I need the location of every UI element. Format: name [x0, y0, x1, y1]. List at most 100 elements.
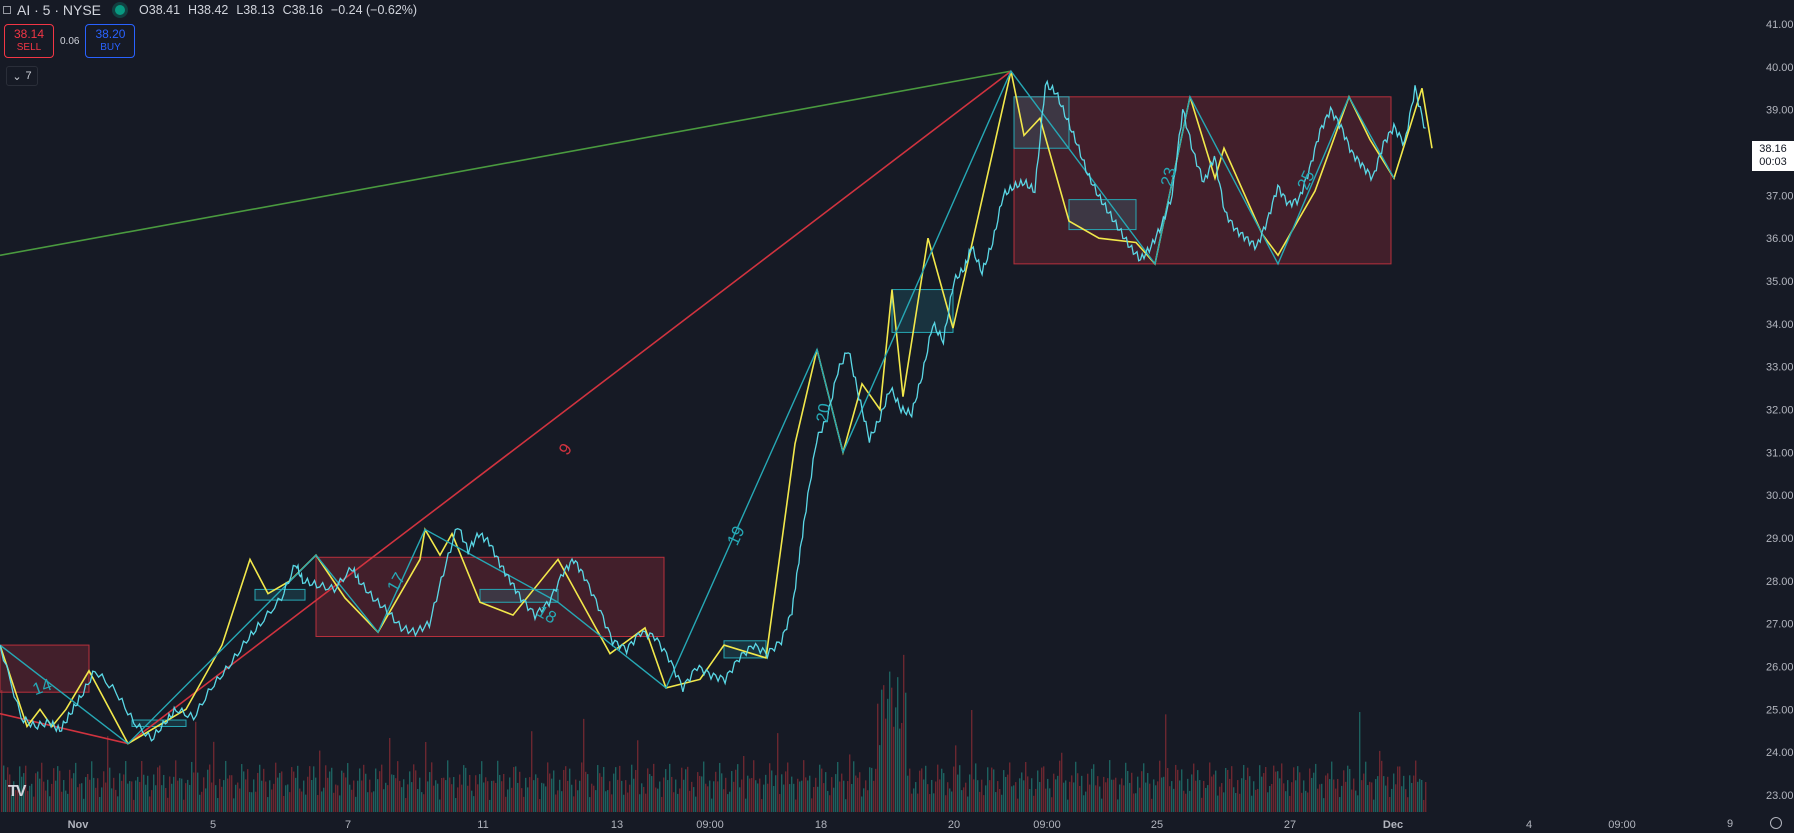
volume-bar [215, 785, 217, 812]
volume-bar [463, 765, 465, 812]
volume-bar [1083, 795, 1085, 812]
volume-bar [387, 785, 389, 812]
volume-bar [305, 794, 307, 812]
volume-bar [871, 767, 873, 812]
volume-bar [1251, 795, 1253, 812]
volume-bar [399, 780, 401, 812]
volume-bar [407, 784, 409, 812]
volume-bar [587, 774, 589, 812]
price-axis[interactable]: 41.0040.0039.0038.0037.0036.0035.0034.00… [1766, 19, 1794, 802]
volume-bar [1299, 772, 1301, 812]
volume-bar [1369, 781, 1371, 812]
volume-bar [447, 760, 449, 812]
volume-bar [515, 766, 517, 812]
buy-button[interactable]: 38.20 BUY [85, 24, 136, 58]
volume-bar [727, 794, 729, 812]
volume-bar [1125, 762, 1127, 812]
volume-bar [141, 761, 143, 812]
volume-bar [591, 783, 593, 812]
volume-bar [1087, 773, 1089, 812]
volume-bar [687, 766, 689, 812]
sell-price: 38.14 [13, 27, 45, 41]
volume-bar [735, 769, 737, 812]
volume-bar [831, 777, 833, 812]
x-tick-label: 11 [477, 819, 488, 831]
volume-bar [193, 772, 195, 812]
time-axis[interactable]: Nov 5 7 11 13 09:00 18 20 09:00 25 27 Dec 4 09:00 [0, 812, 1752, 833]
volume-bar [153, 774, 155, 812]
volume-bar [295, 777, 297, 812]
volume-bar [1051, 797, 1053, 812]
wave-label: 20 [813, 402, 835, 424]
volume-bar [167, 797, 169, 812]
volume-bar [847, 781, 849, 812]
y-tick-label: 31.00 [1766, 447, 1794, 459]
volume-bar [759, 778, 761, 812]
volume-bar [1381, 760, 1383, 812]
volume-bar [785, 771, 787, 812]
volume-bar [965, 782, 967, 812]
volume-bar [915, 782, 917, 812]
symbol-title[interactable]: AI · 5 · NYSE [17, 2, 102, 18]
sell-button[interactable]: 38.14 SELL [4, 24, 54, 58]
volume-bar [593, 785, 595, 812]
volume-bar [139, 781, 141, 812]
volume-bar [947, 782, 949, 812]
volume-bar [977, 780, 979, 812]
volume-bar [105, 782, 107, 812]
volume-bar [985, 785, 987, 812]
volume-bar [475, 775, 477, 812]
indicators-toggle-button[interactable]: ⌄ 7 [6, 66, 38, 86]
volume-bar [263, 768, 265, 812]
volume-bar [497, 760, 499, 812]
bar-countdown: 00:03 [1759, 156, 1787, 168]
volume-bar [89, 779, 91, 812]
volume-bar [81, 783, 83, 812]
y-tick-label: 28.00 [1766, 576, 1794, 588]
volume-bar [1107, 778, 1109, 812]
volume-bar [989, 780, 991, 812]
volume-bar [345, 777, 347, 812]
volume-bar [401, 787, 403, 812]
volume-bar [3, 765, 5, 812]
wave-label: 19 [723, 523, 748, 548]
y-tick-label: 29.00 [1766, 533, 1794, 545]
volume-bar [857, 777, 859, 812]
volume-bar [325, 765, 327, 812]
volume-bar [117, 796, 119, 812]
volume-bar [1231, 766, 1233, 812]
volume-bar [183, 799, 185, 812]
volume-bar [949, 788, 951, 812]
y-tick-label: 23.00 [1766, 790, 1794, 802]
volume-bar [411, 782, 413, 812]
volume-bar [403, 779, 405, 812]
volume-bar [633, 778, 635, 812]
volume-bar [233, 798, 235, 812]
volume-bar [993, 769, 995, 812]
range-box [0, 644, 90, 693]
volume-bar [73, 773, 75, 812]
last-price-value: 38.16 [1759, 143, 1787, 155]
volume-bar [109, 767, 111, 812]
volume-bar [851, 784, 853, 812]
volume-bar [1027, 776, 1029, 812]
volume-bar [973, 779, 975, 812]
settings-gear-icon[interactable] [1770, 817, 1782, 829]
volume-bar [445, 780, 447, 812]
y-tick-label: 39.00 [1766, 105, 1794, 117]
volume-bar [1035, 788, 1037, 812]
volume-bar [779, 794, 781, 812]
volume-bar [219, 778, 221, 812]
volume-bar [1373, 799, 1375, 812]
volume-bar [371, 792, 373, 812]
tradingview-logo-icon[interactable]: TV [8, 783, 27, 800]
volume-bar [87, 773, 89, 812]
volume-bar [941, 768, 943, 812]
volume-bar [801, 780, 803, 812]
volume-bar [525, 777, 527, 812]
volume-bar [817, 786, 819, 812]
volume-bar [677, 793, 679, 812]
volume-bar [1351, 789, 1353, 812]
volume-bar [703, 761, 705, 812]
